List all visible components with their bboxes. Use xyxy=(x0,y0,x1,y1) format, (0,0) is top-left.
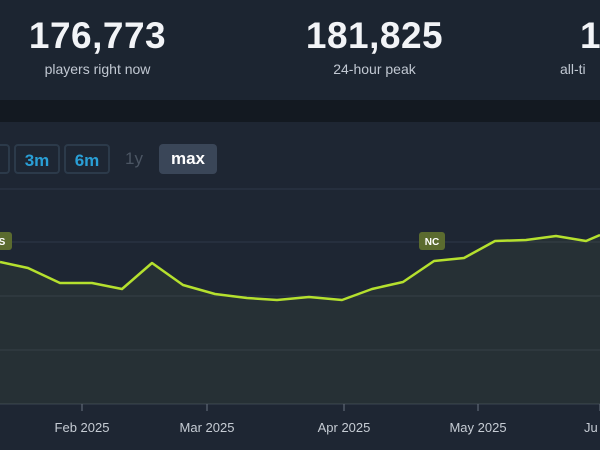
range-button-partial[interactable] xyxy=(0,144,10,174)
chart-gridlines xyxy=(0,188,600,405)
x-tick-label: Mar 2025 xyxy=(180,420,235,435)
stats-header: 176,773 players right now 181,825 24-hou… xyxy=(0,0,600,100)
range-button-6m[interactable]: 6m xyxy=(64,144,110,174)
chart-annotations: S NC xyxy=(0,232,445,250)
x-tick-label: Ju xyxy=(584,420,598,435)
stat-current-players: 176,773 players right now xyxy=(25,14,170,77)
x-tick-label: Feb 2025 xyxy=(55,420,110,435)
range-button-max[interactable]: max xyxy=(159,144,217,174)
chart-area-fill xyxy=(0,235,600,404)
stat-label: 24-hour peak xyxy=(333,61,416,77)
section-divider xyxy=(0,100,600,122)
chart-series-line xyxy=(0,233,600,302)
stat-all-time-peak: 18 all-ti xyxy=(560,14,600,77)
annotation-badge[interactable]: S xyxy=(0,232,12,250)
stat-24h-peak: 181,825 24-hour peak xyxy=(302,14,447,77)
x-tick-label: Apr 2025 xyxy=(318,420,371,435)
annotation-label: NC xyxy=(425,237,439,248)
stat-value: 18 xyxy=(580,15,600,56)
stat-value: 176,773 xyxy=(28,15,167,56)
stat-label: players right now xyxy=(44,61,151,77)
x-tick-label: May 2025 xyxy=(449,420,506,435)
x-axis: Feb 2025 Mar 2025 Apr 2025 May 2025 Ju xyxy=(55,404,600,435)
range-button-3m[interactable]: 3m xyxy=(14,144,60,174)
stat-label: all-ti xyxy=(560,61,586,77)
annotation-label: S xyxy=(0,237,6,248)
stat-value: 181,825 xyxy=(305,15,444,56)
range-button-1y: 1y xyxy=(125,149,143,168)
chart-panel xyxy=(0,122,600,450)
annotation-badge[interactable]: NC xyxy=(419,232,445,250)
